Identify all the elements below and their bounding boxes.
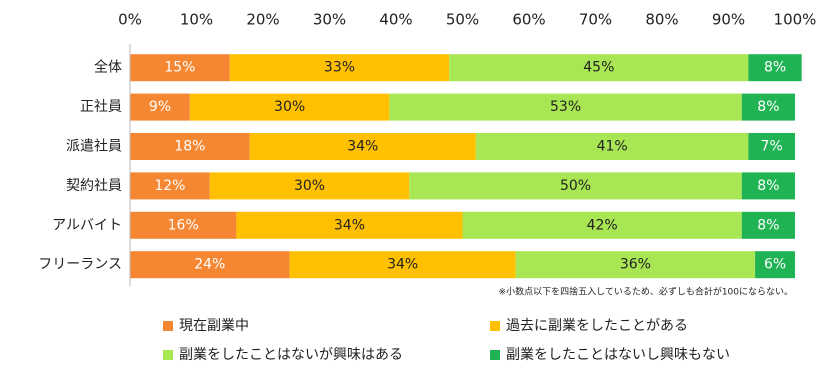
legend-label: 過去に副業をしたことがある	[506, 318, 688, 334]
data-label: 36%	[620, 257, 651, 273]
bar-segment	[748, 133, 795, 160]
bar-segment	[409, 172, 742, 200]
x-tick-label: 50%	[446, 11, 479, 29]
bar-segment	[130, 93, 190, 121]
bar-segment	[475, 133, 749, 160]
legend-label: 現在副業中	[179, 318, 249, 334]
data-label: 41%	[597, 139, 628, 155]
y-tick-label: アルバイト	[52, 217, 122, 233]
annotation: ※小数点以下を四捨五入しているため、必ずしも合計が100にならない。	[499, 286, 793, 298]
data-label: 8%	[757, 99, 779, 115]
bar-segment	[236, 211, 463, 239]
bar-segment	[130, 211, 237, 239]
data-label: 8%	[757, 217, 779, 233]
bar-segment	[130, 54, 230, 82]
legend-swatch	[490, 321, 500, 331]
bar-segment	[748, 54, 802, 82]
data-label: 50%	[560, 178, 591, 194]
data-label: 34%	[347, 139, 378, 155]
legend-swatch	[490, 350, 500, 360]
x-tick-label: 40%	[379, 11, 412, 29]
bar-segment	[449, 54, 749, 82]
bar-segment	[189, 93, 390, 121]
bar-segment	[389, 93, 742, 121]
bar-segment	[229, 54, 450, 82]
data-label: 33%	[324, 60, 355, 76]
legend-swatch	[163, 350, 173, 360]
data-label: 53%	[550, 99, 581, 115]
data-label: 8%	[757, 178, 779, 194]
x-tick-label: 90%	[712, 11, 745, 29]
data-label: 18%	[174, 139, 205, 155]
data-label: 30%	[274, 99, 305, 115]
bar-segment	[741, 93, 795, 121]
bar-segment	[130, 251, 290, 279]
x-tick-label: 10%	[180, 11, 213, 29]
data-label: 8%	[764, 60, 786, 76]
data-label: 12%	[154, 178, 185, 194]
y-tick-label: 正社員	[80, 99, 122, 115]
data-label: 30%	[294, 178, 325, 194]
x-tick-label: 70%	[579, 11, 612, 29]
x-tick-label: 30%	[313, 11, 346, 29]
y-tick-label: 全体	[94, 59, 122, 76]
data-label: 34%	[334, 217, 365, 233]
legend-label: 副業をしたことはないし興味もない	[506, 347, 730, 363]
data-label: 45%	[583, 60, 614, 76]
bar-segment	[755, 251, 795, 279]
y-tick-label: 派遣社員	[66, 139, 122, 155]
y-tick-label: フリーランス	[38, 257, 122, 273]
bar-segment	[741, 172, 795, 200]
x-tick-label: 100%	[774, 11, 817, 29]
data-label: 16%	[168, 217, 199, 233]
legend-label: 副業をしたことはないが興味はある	[179, 347, 403, 363]
bar-segment	[741, 211, 795, 239]
data-label: 42%	[587, 217, 618, 233]
data-label: 7%	[761, 139, 783, 155]
data-label: 9%	[149, 99, 171, 115]
bar-segment	[209, 172, 410, 200]
bar-segment	[462, 211, 742, 239]
x-tick-label: 20%	[246, 11, 279, 29]
x-tick-label: 0%	[118, 11, 142, 29]
data-label: 6%	[764, 257, 786, 273]
data-label: 15%	[164, 60, 195, 76]
bar-segment	[130, 133, 250, 160]
data-label: 34%	[387, 257, 418, 273]
bar-segment	[515, 251, 756, 279]
x-tick-label: 80%	[645, 11, 678, 29]
bar-segment	[249, 133, 476, 160]
bar-segment	[289, 251, 516, 279]
x-tick-label: 60%	[512, 11, 545, 29]
data-label: 24%	[194, 257, 225, 273]
y-tick-label: 契約社員	[66, 178, 122, 194]
bar-segment	[130, 172, 210, 200]
legend-swatch	[163, 321, 173, 331]
